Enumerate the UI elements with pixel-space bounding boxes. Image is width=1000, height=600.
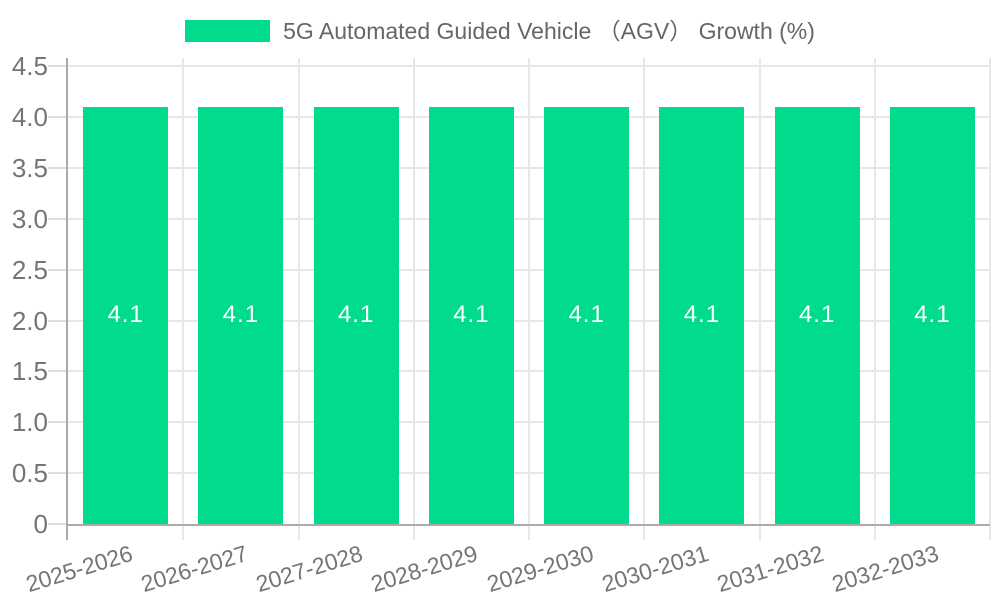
y-tick-label: 0.5 [11, 458, 48, 489]
y-tick-label: 1.5 [11, 356, 48, 387]
legend[interactable]: 5G Automated Guided Vehicle （AGV） Growth… [0, 17, 1000, 45]
gridline-vertical [182, 58, 185, 540]
gridline-vertical [297, 58, 300, 540]
bar[interactable]: 4.1 [198, 106, 284, 524]
gridline-vertical [412, 58, 415, 540]
bar-value-label: 4.1 [222, 301, 260, 329]
bar[interactable]: 4.1 [659, 106, 745, 524]
gridline-vertical [758, 58, 761, 540]
legend-swatch [185, 20, 271, 42]
y-tick-label: 3.5 [11, 152, 48, 183]
bar-value-label: 4.1 [683, 301, 721, 329]
bar-value-label: 4.1 [568, 301, 605, 329]
y-tick-label: 2.5 [11, 254, 48, 285]
y-tick-mark [48, 116, 66, 118]
bar[interactable]: 4.1 [428, 106, 514, 524]
gridline-vertical [643, 58, 646, 540]
bar-value-label: 4.1 [453, 301, 490, 329]
y-tick-label: 1.0 [11, 407, 48, 438]
gridline-vertical [989, 58, 991, 540]
x-tick-label: 2025-2026 [22, 540, 136, 598]
bar[interactable]: 4.1 [774, 106, 860, 524]
x-tick-label: 2027-2028 [252, 540, 366, 598]
y-tick-label: 4.0 [11, 102, 48, 132]
bar-value-label: 4.1 [798, 301, 836, 329]
y-tick-mark [48, 472, 66, 475]
y-tick-mark [48, 319, 66, 322]
y-tick-label: 4.5 [11, 51, 48, 82]
x-tick-label: 2029-2030 [483, 540, 597, 598]
bar[interactable]: 4.1 [313, 106, 399, 524]
y-tick-mark [48, 523, 66, 525]
bar-value-label: 4.1 [337, 301, 375, 329]
x-tick-mark [66, 524, 68, 540]
y-tick-mark [48, 65, 66, 68]
bar-value-label: 4.1 [107, 301, 144, 329]
x-axis-line [66, 524, 990, 526]
y-tick-label: 0 [33, 509, 48, 539]
x-tick-label: 2031-2032 [713, 540, 827, 598]
plot-area: 4.1 4.1 4.1 4.1 4.1 4.1 4.1 4.1 [48, 58, 991, 540]
gridline-vertical [873, 58, 876, 540]
x-tick-label: 2032-2033 [829, 540, 942, 598]
x-tick-label: 2026-2027 [137, 540, 251, 598]
gridline-vertical [528, 58, 530, 540]
y-tick-mark [48, 166, 66, 169]
bar[interactable]: 4.1 [544, 106, 630, 524]
x-tick-label: 2030-2031 [598, 540, 712, 598]
legend-label: 5G Automated Guided Vehicle （AGV） Growth… [283, 18, 815, 44]
x-tick-label: 2028-2029 [368, 540, 481, 598]
y-tick-mark [48, 268, 66, 271]
y-tick-mark [48, 217, 66, 220]
bar[interactable]: 4.1 [889, 106, 975, 524]
y-tick-mark [48, 421, 66, 424]
y-tick-label: 2.0 [11, 305, 48, 336]
bar-value-label: 4.1 [914, 301, 951, 329]
y-tick-mark [48, 370, 66, 373]
bar[interactable]: 4.1 [83, 106, 169, 524]
y-axis-line [66, 58, 68, 524]
y-tick-label: 3.0 [11, 203, 48, 234]
